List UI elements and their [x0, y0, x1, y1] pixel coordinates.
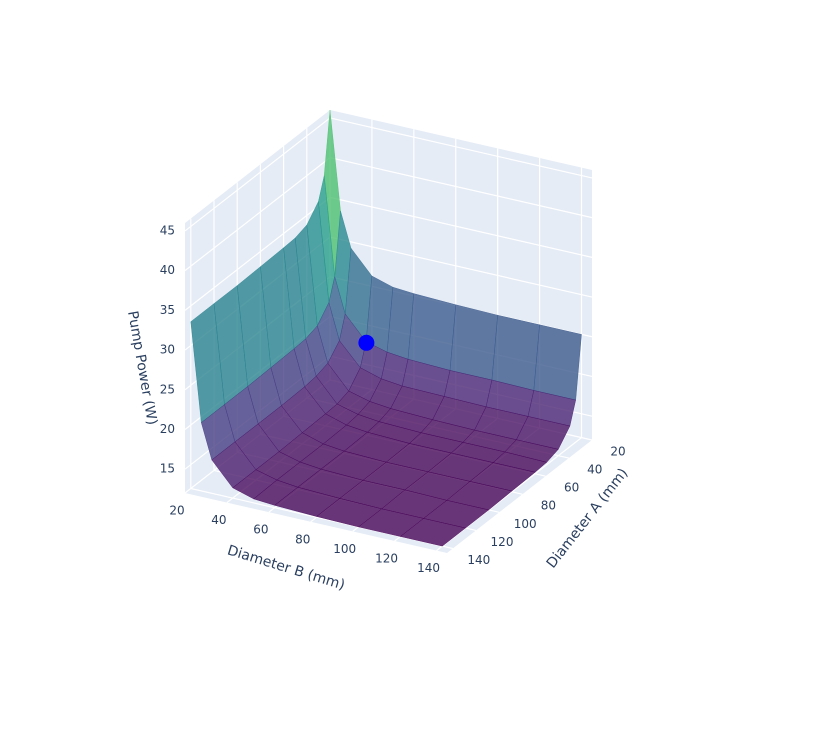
y-tick-label: 140 — [417, 561, 440, 575]
marker-point — [358, 334, 375, 351]
grid-line — [184, 196, 331, 311]
y-tick-label: 40 — [211, 513, 226, 527]
x-tick-label: 60 — [564, 481, 579, 495]
grid-line — [329, 236, 593, 298]
x-tick-label: 140 — [467, 553, 490, 567]
z-tick-label: 40 — [160, 263, 175, 277]
surface-patch — [491, 314, 540, 391]
x-tick-label: 100 — [514, 517, 537, 531]
y-tick-label: 20 — [169, 504, 184, 518]
surface-patch — [407, 293, 457, 371]
x-tick-label: 80 — [541, 499, 556, 513]
surface — [190, 109, 582, 547]
surface-patch — [449, 304, 498, 381]
x-tick-label: 20 — [610, 445, 625, 459]
grid-line — [329, 117, 593, 179]
grid-line — [184, 117, 331, 232]
z-tick-label: 35 — [160, 303, 175, 317]
y-tick-label: 80 — [295, 532, 310, 546]
y-axis-title: Diameter B (mm) — [225, 543, 346, 594]
z-tick-label: 25 — [160, 382, 175, 396]
x-tick-label: 120 — [491, 535, 514, 549]
z-tick-label: 45 — [160, 223, 175, 237]
y-tick-label: 60 — [253, 523, 268, 537]
x-axis-title: Diameter A (mm) — [544, 465, 632, 571]
surface-patch — [399, 518, 467, 547]
y-tick-label: 120 — [375, 552, 398, 566]
z-tick-label: 30 — [160, 343, 175, 357]
y-tick-label: 100 — [333, 542, 356, 556]
grid-line — [184, 157, 331, 272]
grid-line — [329, 157, 593, 219]
z-tick-label: 15 — [160, 462, 175, 476]
z-tick-label: 20 — [160, 422, 175, 436]
z-axis-title: Pump Power (W) — [124, 310, 160, 427]
surface-patch — [533, 324, 582, 401]
grid-line — [329, 196, 593, 258]
x-tick-label: 40 — [587, 463, 602, 477]
